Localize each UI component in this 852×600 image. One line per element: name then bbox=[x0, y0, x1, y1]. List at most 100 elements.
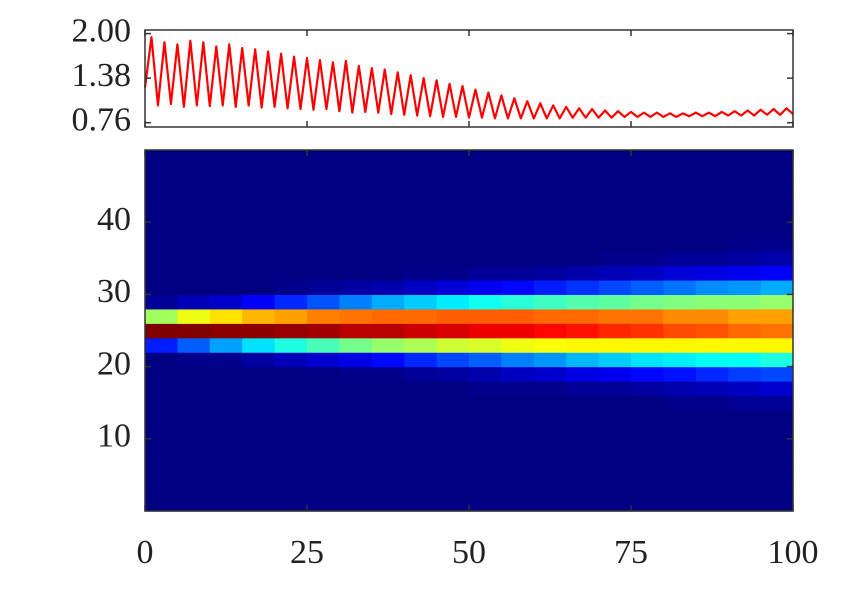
heatmap-cell bbox=[598, 496, 632, 512]
heatmap-cell bbox=[631, 294, 664, 310]
heatmap-cell bbox=[371, 323, 405, 339]
heatmap-cell bbox=[404, 482, 438, 498]
heatmap-cell bbox=[339, 193, 373, 209]
heatmap-cell bbox=[436, 178, 470, 194]
heatmap-cell bbox=[760, 193, 794, 209]
heatmap-cell bbox=[177, 164, 211, 180]
heatmap-cell bbox=[501, 251, 535, 267]
heatmap-cell bbox=[371, 222, 405, 238]
heatmap-cell bbox=[209, 323, 243, 339]
heatmap-cell bbox=[469, 323, 502, 339]
heatmap-cell bbox=[469, 366, 502, 382]
heatmap-cell bbox=[469, 265, 502, 281]
heatmap-cell bbox=[242, 482, 276, 498]
heatmap-cell bbox=[274, 381, 308, 397]
heatmap-cell bbox=[145, 438, 178, 454]
heatmap-cell bbox=[307, 453, 340, 469]
heatmap-cell bbox=[631, 381, 664, 397]
heatmap-cell bbox=[177, 308, 211, 324]
heatmap-cell bbox=[242, 294, 276, 310]
heatmap-cell bbox=[339, 207, 373, 223]
heatmap-cell bbox=[307, 294, 340, 310]
heatmap-cell bbox=[404, 381, 438, 397]
heatmap-cell bbox=[242, 424, 276, 440]
heatmap-cell bbox=[631, 352, 664, 368]
heatmap-cell bbox=[566, 265, 600, 281]
heatmap-cell bbox=[663, 279, 697, 295]
heatmap-cell bbox=[436, 467, 470, 483]
heatmap-cell bbox=[209, 438, 243, 454]
heatmap-cell bbox=[598, 279, 632, 295]
heatmap-cell bbox=[404, 279, 438, 295]
heatmap-cell bbox=[631, 150, 664, 166]
heatmap-cell bbox=[209, 265, 243, 281]
heatmap-cell bbox=[663, 193, 697, 209]
heatmap-cell bbox=[469, 395, 502, 411]
heatmap-cell bbox=[728, 251, 762, 267]
heatmap-cell bbox=[760, 482, 794, 498]
heatmap-cell bbox=[145, 395, 178, 411]
y-tick-label: 2.00 bbox=[72, 12, 132, 49]
heatmap-cell bbox=[695, 438, 729, 454]
heatmap-cell bbox=[242, 251, 276, 267]
heatmap-cell bbox=[307, 482, 340, 498]
heatmap-cell bbox=[339, 482, 373, 498]
heatmap-cell bbox=[566, 251, 600, 267]
heatmap-cell bbox=[533, 366, 567, 382]
heatmap-cell bbox=[631, 178, 664, 194]
heatmap-cell bbox=[533, 236, 567, 252]
heatmap-cell bbox=[177, 323, 211, 339]
heatmap-cell bbox=[145, 294, 178, 310]
y-tick-label: 20 bbox=[97, 345, 131, 382]
heatmap-cell bbox=[307, 236, 340, 252]
heatmap-cell bbox=[145, 265, 178, 281]
heatmap-cell bbox=[145, 178, 178, 194]
heatmap-cell bbox=[177, 178, 211, 194]
heatmap-cell bbox=[274, 251, 308, 267]
heatmap-cell bbox=[404, 409, 438, 425]
heatmap-cell bbox=[339, 178, 373, 194]
heatmap-cell bbox=[274, 337, 308, 353]
heatmap-cell bbox=[566, 352, 600, 368]
heatmap-cell bbox=[631, 251, 664, 267]
heatmap-cell bbox=[177, 193, 211, 209]
heatmap-cell bbox=[663, 222, 697, 238]
heatmap-cell bbox=[728, 409, 762, 425]
heatmap-cell bbox=[436, 381, 470, 397]
heatmap-cell bbox=[728, 323, 762, 339]
heatmap-cell bbox=[566, 482, 600, 498]
heatmap-cell bbox=[242, 467, 276, 483]
heatmap-cell bbox=[631, 279, 664, 295]
heatmap-cell bbox=[404, 178, 438, 194]
heatmap-cell bbox=[404, 193, 438, 209]
heatmap-cell bbox=[728, 265, 762, 281]
heatmap-cell bbox=[436, 438, 470, 454]
heatmap-cell bbox=[145, 409, 178, 425]
heatmap-cell bbox=[145, 308, 178, 324]
heatmap-cell bbox=[566, 279, 600, 295]
heatmap-cell bbox=[728, 482, 762, 498]
heatmap-cell bbox=[209, 251, 243, 267]
heatmap-cell bbox=[469, 438, 502, 454]
heatmap-cell bbox=[339, 366, 373, 382]
heatmap-cell bbox=[501, 164, 535, 180]
heatmap-cell bbox=[728, 424, 762, 440]
heatmap-cell bbox=[242, 395, 276, 411]
heatmap-cell bbox=[566, 366, 600, 382]
heatmap-cell bbox=[469, 496, 502, 512]
heatmap-cell bbox=[339, 496, 373, 512]
heatmap-cell bbox=[760, 496, 794, 512]
heatmap-cell bbox=[631, 193, 664, 209]
heatmap-cell bbox=[695, 337, 729, 353]
heatmap-cell bbox=[177, 424, 211, 440]
heatmap-cell bbox=[501, 222, 535, 238]
heatmap-cell bbox=[533, 279, 567, 295]
heatmap-cell bbox=[145, 352, 178, 368]
heatmap-cell bbox=[177, 352, 211, 368]
heatmap-cell bbox=[307, 265, 340, 281]
y-tick-label: 0.76 bbox=[72, 101, 132, 138]
heatmap-cell bbox=[695, 251, 729, 267]
heatmap-cell bbox=[209, 366, 243, 382]
heatmap-cell bbox=[760, 323, 794, 339]
heatmap-cell bbox=[339, 424, 373, 440]
